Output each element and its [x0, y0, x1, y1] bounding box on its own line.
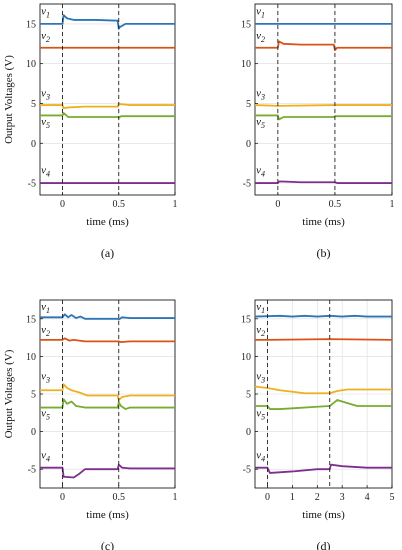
series-label: v4: [41, 450, 50, 464]
chart-panel-4: 0 1 2 3 4 5 -5 0 5 10 15 v1 v2 v3 v5 v4 time (ms) (d): [241, 299, 395, 550]
y-tick-label: 0: [246, 427, 251, 438]
y-tick-label: 10: [26, 59, 36, 70]
y-tick-label: 10: [26, 352, 36, 363]
series-label: v1: [41, 301, 50, 315]
y-tick-label: 15: [241, 314, 251, 325]
series-label: v4: [256, 450, 265, 464]
x-tick-label: 1: [390, 199, 395, 210]
series-label: v2: [41, 324, 50, 338]
x-tick-label: 0: [60, 199, 65, 210]
series-line-v3: [40, 383, 175, 401]
y-tick-label: 10: [241, 59, 251, 70]
series-line-v2: [255, 338, 393, 341]
panel-caption: (b): [317, 246, 331, 260]
x-axis-label: time (ms): [302, 509, 345, 521]
series-line-v1: [40, 14, 175, 30]
y-tick-label: 15: [26, 314, 36, 325]
x-axis-label: time (ms): [86, 509, 129, 521]
x-tick-label: 0.5: [329, 199, 342, 210]
chart-panel-2: 0 0.5 1 -5 0 5 10 15 v1 v2 v3 v5 v4 time (ms) (b): [241, 3, 395, 260]
plot-frame: [254, 3, 393, 196]
y-tick-label: -5: [243, 465, 251, 476]
y-tick-label: 15: [26, 19, 36, 30]
x-tick-label: 0.5: [113, 199, 126, 210]
plot-frame: [39, 3, 176, 196]
y-tick-label: 0: [246, 139, 251, 150]
series-label: v2: [41, 30, 50, 44]
series-line-v3: [254, 385, 392, 395]
y-tick-label: -5: [28, 465, 36, 476]
x-tick-label: 0: [60, 492, 65, 503]
x-tick-label: 1: [173, 199, 178, 210]
y-axis-label: Output Voltages (V): [3, 55, 15, 144]
series-label: v5: [256, 116, 265, 130]
x-axis-label: time (ms): [302, 216, 345, 228]
y-tick-label: 0: [31, 139, 36, 150]
y-tick-label: 0: [31, 427, 36, 438]
x-tick-label: 1: [290, 492, 295, 503]
series-line-v1: [254, 314, 392, 318]
series-line-v5: [255, 114, 392, 121]
x-tick-label: 0: [265, 492, 270, 503]
y-tick-label: 5: [246, 390, 251, 401]
y-tick-label: 5: [31, 390, 36, 401]
series-line-v4: [255, 180, 392, 184]
x-axis-label: time (ms): [86, 216, 129, 228]
y-tick-label: -5: [28, 179, 36, 190]
chart-panel-1: 0 0.5 1 -5 0 5 10 15 v1 v2 v3 v5 v4 time (ms) Output V…: [3, 3, 178, 260]
x-tick-label: 0: [275, 199, 280, 210]
series-line-v5: [40, 112, 175, 119]
series-label: v2: [256, 324, 265, 338]
series-line-v3: [254, 104, 392, 107]
x-tick-label: 5: [390, 492, 395, 503]
series-label: v5: [41, 116, 50, 130]
x-tick-label: 1: [173, 492, 178, 503]
panel-caption: (a): [101, 246, 114, 260]
series-label: v4: [256, 165, 265, 179]
x-tick-label: 4: [365, 492, 370, 503]
series-label: v1: [41, 5, 50, 19]
panel-caption: (c): [101, 539, 114, 550]
series-line-v3: [40, 102, 175, 110]
y-axis-label: Output Voltages (V): [3, 349, 15, 438]
series-label: v3: [256, 371, 265, 385]
series-label: v1: [256, 301, 265, 315]
series-label: v4: [41, 165, 50, 179]
y-tick-label: 10: [241, 352, 251, 363]
panel-caption: (d): [317, 539, 331, 550]
y-tick-label: 5: [31, 99, 36, 110]
series-label: v3: [256, 87, 265, 101]
series-line-v4: [255, 463, 392, 474]
y-tick-label: 15: [241, 19, 251, 30]
x-tick-label: 2: [315, 492, 320, 503]
series-label: v3: [41, 87, 50, 101]
series-line-v2: [255, 40, 392, 52]
series-label: v2: [256, 30, 265, 44]
series-line-v2: [40, 337, 175, 344]
y-tick-label: -5: [243, 179, 251, 190]
series-label: v5: [256, 408, 265, 422]
series-line-v5: [40, 398, 175, 410]
series-label: v1: [256, 5, 265, 19]
series-label: v5: [41, 408, 50, 422]
series-line-v1: [40, 313, 175, 321]
series-line-v5: [255, 399, 392, 410]
chart-panel-3: 0 0.5 1 -5 0 5 10 15 v1 v2 v3 v5 v4 time (ms) Output V…: [3, 299, 178, 550]
x-tick-label: 0.5: [113, 492, 126, 503]
series-line-v4: [40, 463, 175, 479]
x-tick-label: 3: [340, 492, 345, 503]
series-label: v3: [41, 371, 50, 385]
y-tick-label: 5: [246, 99, 251, 110]
